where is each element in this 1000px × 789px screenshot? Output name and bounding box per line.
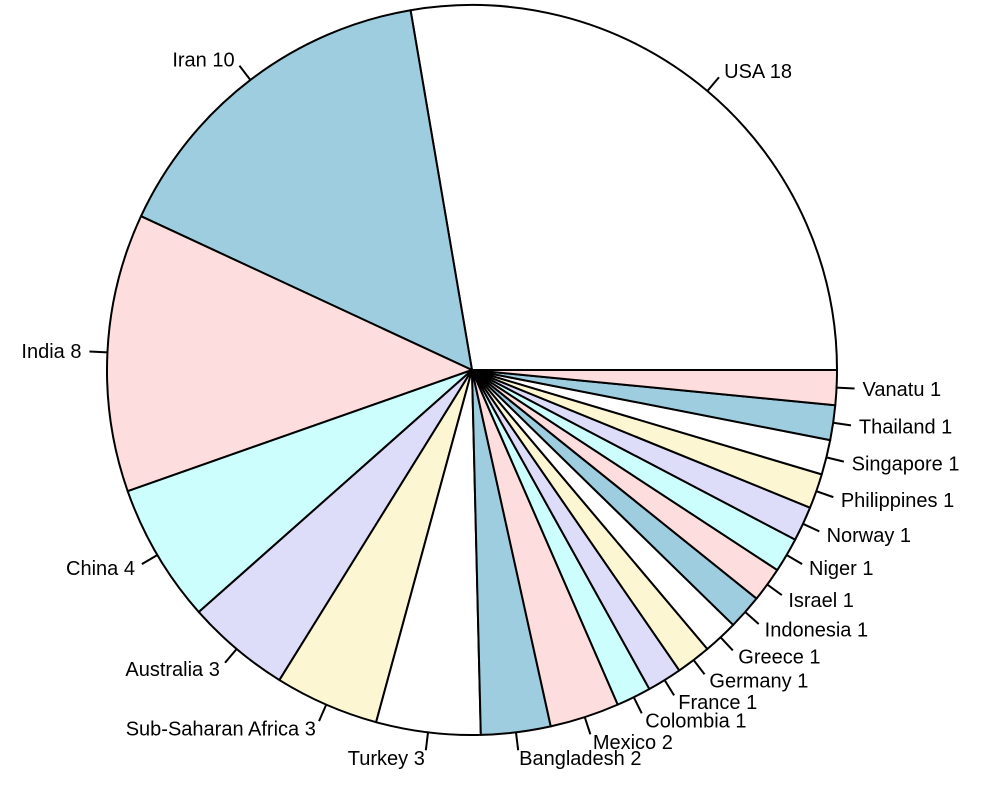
pie-label-israel-1: Israel 1 [788, 590, 854, 612]
pie-tick-vanatu-1 [836, 386, 855, 390]
pie-label-turkey-3: Turkey 3 [348, 748, 425, 770]
pie-tick-china-4 [141, 554, 158, 566]
pie-label-greece-1: Greece 1 [738, 646, 820, 668]
pie-tick-iran-10 [238, 65, 252, 81]
pie-label-indonesia-1: Indonesia 1 [765, 619, 868, 641]
pie-label-france-1: France 1 [678, 692, 757, 714]
slices-layer [106, 4, 838, 736]
pie-slice-india-8 [106, 215, 473, 493]
pie-label-vanatu-1: Vanatu 1 [863, 379, 942, 401]
pie-tick-singapore-1 [826, 456, 845, 463]
pie-label-singapore-1: Singapore 1 [852, 454, 960, 476]
pie-tick-colombia-1 [632, 696, 643, 714]
pie-tick-greece-1 [719, 636, 734, 652]
pie-tick-germany-1 [692, 659, 706, 675]
pie-label-norway-1: Norway 1 [827, 525, 911, 547]
pie-tick-sub-saharan-africa-3 [318, 704, 328, 722]
pie-tick-india-8 [89, 350, 108, 354]
pie-tick-australia-3 [224, 648, 238, 664]
pie-tick-israel-1 [766, 583, 783, 596]
pie-slice-china-4 [126, 369, 473, 614]
pie-label-philippines-1: Philippines 1 [841, 490, 954, 512]
labels-layer: USA 18 Iran 10 India 8 China 4 Australia 3 Su… [21, 49, 959, 770]
pie-label-india-8: India 8 [21, 341, 81, 363]
pie-tick-niger-1 [786, 554, 803, 566]
pie-label-australia-3: Australia 3 [125, 659, 220, 681]
pie-label-sub-saharan-africa-3: Sub-Saharan Africa 3 [126, 718, 316, 740]
pie-label-niger-1: Niger 1 [809, 558, 873, 580]
pie-slice-vanatu-1 [471, 369, 838, 407]
pie-tick-usa-18 [706, 76, 720, 92]
pie-tick-turkey-3 [424, 732, 429, 751]
ticks-layer [89, 65, 855, 751]
pie-label-germany-1: Germany 1 [709, 671, 808, 693]
pie-label-thailand-1: Thailand 1 [859, 416, 952, 438]
pie-tick-france-1 [663, 679, 675, 696]
pie-label-usa-18: USA 18 [724, 61, 792, 83]
pie-slice-iran-10 [139, 9, 473, 371]
pie-tick-bangladesh-2 [515, 732, 520, 751]
pie-label-mexico-2: Mexico 2 [593, 732, 673, 754]
pie-label-colombia-1: Colombia 1 [645, 711, 746, 733]
pie-tick-philippines-1 [815, 490, 834, 499]
pie-slice-usa-18 [409, 4, 838, 371]
pie-tick-mexico-2 [583, 716, 592, 735]
pie-tick-norway-1 [802, 522, 820, 533]
pie-tick-thailand-1 [833, 421, 852, 427]
pie-label-bangladesh-2: Bangladesh 2 [519, 748, 641, 770]
pie-label-iran-10: Iran 10 [172, 49, 234, 71]
pie-label-china-4: China 4 [66, 558, 135, 580]
pie-tick-indonesia-1 [744, 611, 760, 625]
